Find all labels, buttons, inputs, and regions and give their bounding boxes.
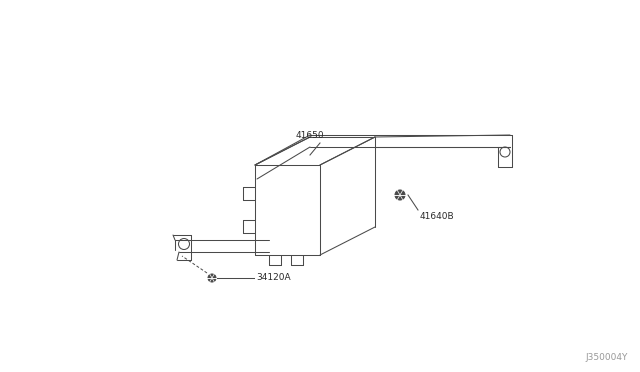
Circle shape [208,274,216,282]
Text: 41650: 41650 [296,131,324,140]
Circle shape [395,190,405,200]
Text: J350004Y: J350004Y [586,353,628,362]
Text: 41640B: 41640B [420,212,454,221]
Text: 34120A: 34120A [256,273,291,282]
